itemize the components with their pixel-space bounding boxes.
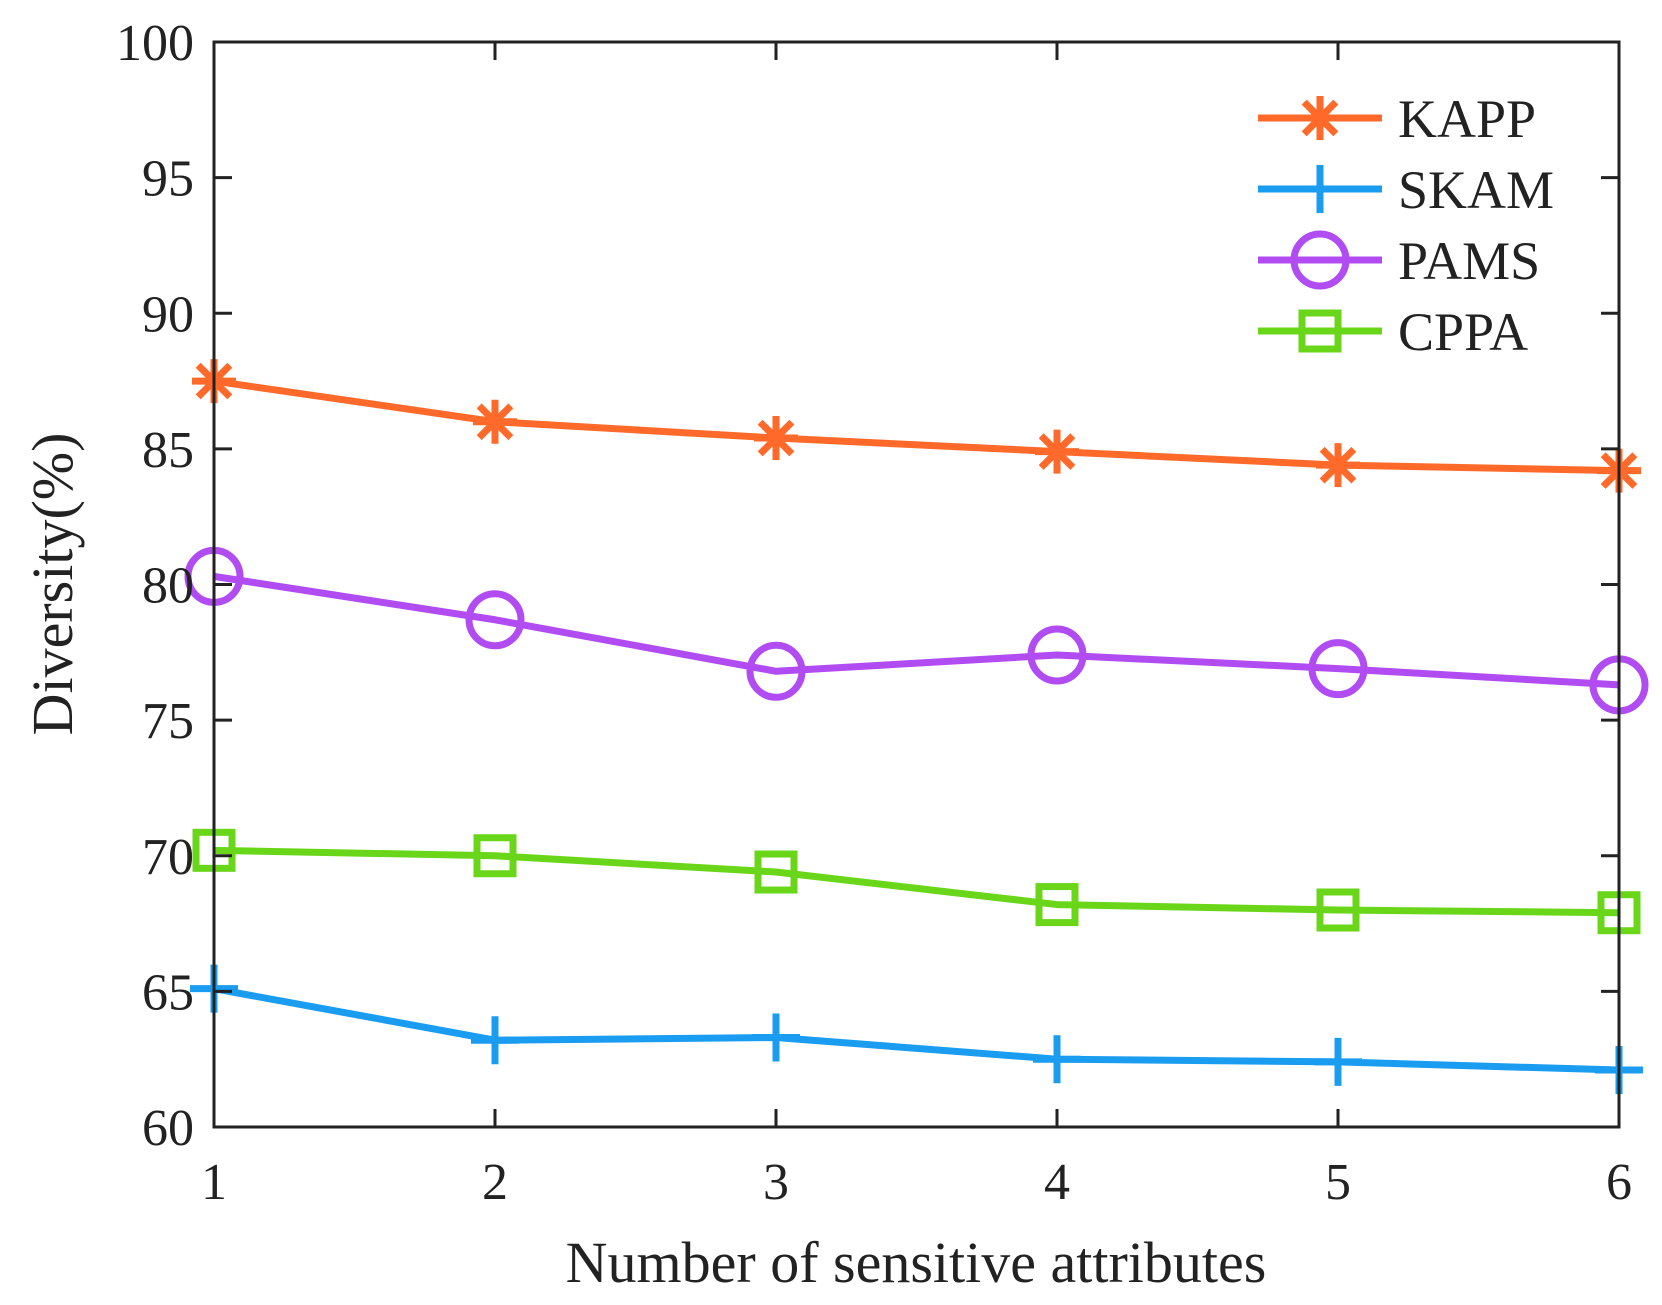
legend-marker-pams	[1290, 230, 1350, 290]
y-tick-label: 60	[142, 1100, 194, 1157]
data-point-skam	[1033, 1035, 1081, 1084]
legend-marker-skam	[1296, 165, 1344, 213]
data-point-cppa	[754, 850, 798, 894]
ticks-layer: 60 65 70 75 80 85 90 95 100 1 2 3 4 5 6	[116, 15, 1632, 1211]
data-point-kapp	[1316, 443, 1360, 488]
x-tick-label: 4	[1044, 1154, 1070, 1211]
series-kapp	[192, 359, 1641, 493]
data-point-pams	[746, 641, 806, 701]
x-tick-label: 2	[482, 1154, 508, 1211]
series-line-pams	[213, 572, 1620, 689]
data-point-cppa	[473, 834, 517, 878]
y-tick-label: 65	[142, 964, 194, 1021]
series-layer	[184, 359, 1649, 1095]
series-line-skam	[213, 985, 1620, 1074]
y-tick-label: 75	[142, 693, 194, 750]
y-tick-label: 80	[142, 558, 194, 615]
legend-item-kapp: KAPP	[1258, 89, 1536, 149]
x-tick-label: 1	[201, 1154, 227, 1211]
data-point-skam	[1314, 1037, 1362, 1086]
data-point-skam	[752, 1013, 800, 1062]
y-tick-label: 85	[142, 422, 194, 479]
y-axis-label: Diversity(%)	[20, 433, 85, 736]
legend-label-pams: PAMS	[1398, 231, 1540, 291]
x-tick-label: 3	[763, 1154, 789, 1211]
series-line-cppa	[213, 846, 1620, 917]
data-point-kapp	[473, 399, 517, 444]
y-tick-label: 95	[142, 151, 194, 208]
data-point-skam	[471, 1016, 519, 1065]
data-point-kapp	[1035, 429, 1079, 474]
data-point-cppa	[1316, 888, 1360, 932]
y-tick-label: 100	[116, 15, 194, 72]
series-pams	[184, 546, 1649, 715]
data-point-cppa	[1035, 883, 1079, 927]
data-point-pams	[465, 590, 525, 650]
data-point-kapp	[754, 416, 798, 461]
data-point-pams	[1308, 639, 1368, 699]
legend-label-kapp: KAPP	[1398, 89, 1536, 149]
legend-label-cppa: CPPA	[1398, 302, 1528, 362]
series-line-kapp	[213, 377, 1620, 475]
legend-item-skam: SKAM	[1258, 160, 1554, 220]
series-skam	[190, 964, 1643, 1095]
legend-item-pams: PAMS	[1258, 230, 1540, 291]
x-tick-label: 5	[1325, 1154, 1351, 1211]
y-tick-label: 70	[142, 829, 194, 886]
legend-marker-cppa	[1298, 309, 1342, 353]
legend: KAPP SKAM PAMS CPPA	[1258, 89, 1554, 362]
series-cppa	[192, 828, 1641, 935]
legend-marker-kapp	[1298, 96, 1342, 140]
x-axis-label: Number of sensitive attributes	[566, 1230, 1267, 1295]
x-tick-label: 6	[1606, 1154, 1632, 1211]
legend-item-cppa: CPPA	[1258, 302, 1528, 362]
y-tick-label: 90	[142, 286, 194, 343]
legend-label-skam: SKAM	[1398, 160, 1554, 220]
data-point-pams	[1027, 625, 1087, 685]
